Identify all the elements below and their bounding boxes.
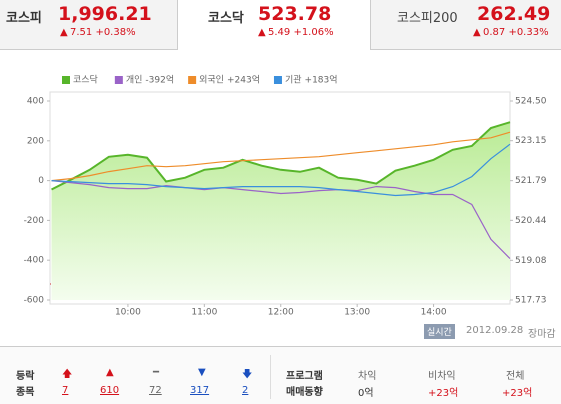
live-badge: 실시간 xyxy=(424,324,455,339)
date: 2012.09.28 xyxy=(466,325,524,336)
breadth-label: 등락 xyxy=(16,371,35,382)
market-state: 장마감 xyxy=(528,329,556,340)
legend-label: 개인 xyxy=(126,75,143,86)
count[interactable]: 610 xyxy=(100,385,120,396)
y-tick-label: -200 xyxy=(24,216,45,226)
program-head: 비차익 xyxy=(428,371,456,382)
area xyxy=(51,122,510,300)
legend-value: +243억 xyxy=(227,74,260,86)
y-tick-label: 400 xyxy=(27,97,44,107)
legend-swatch xyxy=(62,76,70,84)
tab-name: 코스피 xyxy=(6,11,42,26)
legend-label: 외국인 xyxy=(199,74,224,86)
series-line xyxy=(51,131,511,182)
flat-icon: ━ xyxy=(153,367,160,378)
x-tick-label: 12:00 xyxy=(268,308,294,318)
count[interactable]: 317 xyxy=(190,385,210,396)
tab-name: 코스닥 xyxy=(208,11,244,26)
legend-value: +183억 xyxy=(305,74,338,86)
tab-value: 262.49 xyxy=(477,3,551,25)
program-value: +23억 xyxy=(502,388,533,399)
tab-value: 1,996.21 xyxy=(58,3,152,25)
limit-up-icon: 🡅 xyxy=(62,369,73,380)
count[interactable]: 7 xyxy=(62,385,69,396)
legend-value: -392억 xyxy=(145,74,174,86)
y2-tick-label: 523.15 xyxy=(515,136,547,146)
legend-swatch xyxy=(114,76,123,84)
program-value: +23억 xyxy=(428,388,459,399)
series-line xyxy=(51,143,511,197)
series-line xyxy=(51,121,511,191)
y2-tick-label: 521.79 xyxy=(515,176,547,186)
y2-tick-label: 517.73 xyxy=(515,296,547,306)
x-tick-label: 14:00 xyxy=(421,308,447,318)
breadth-label: 종목 xyxy=(16,387,35,398)
legend-swatch xyxy=(188,76,197,84)
series-line xyxy=(51,180,511,260)
count[interactable]: 2 xyxy=(242,385,249,396)
y-tick-label: -600 xyxy=(24,296,45,306)
tab-value: 523.78 xyxy=(258,3,332,25)
program-label: 프로그램 xyxy=(286,371,323,382)
up-icon: ▲ xyxy=(473,27,481,38)
up-icon: ▲ xyxy=(258,27,266,38)
tab-change: 0.87 +0.33% xyxy=(483,27,549,38)
limit-down-icon: 🡇 xyxy=(242,369,253,380)
legend-label: 기관 xyxy=(285,75,302,86)
count[interactable]: 72 xyxy=(149,385,162,396)
tab-change: 5.49 +1.06% xyxy=(268,27,334,38)
program-value: 0억 xyxy=(358,388,374,399)
program-head: 전체 xyxy=(506,371,525,382)
y-tick-label: 0 xyxy=(38,176,44,186)
y-tick-label: -400 xyxy=(24,256,45,266)
x-tick-label: 10:00 xyxy=(115,308,141,318)
tab[interactable]: 코스피 1,996.21 ▲ 7.51 +0.38% xyxy=(0,0,178,50)
y2-tick-label: 520.44 xyxy=(515,216,547,226)
tab-change: 7.51 +0.38% xyxy=(70,27,136,38)
x-tick-label: 11:00 xyxy=(191,308,217,318)
down-icon: ▼ xyxy=(198,367,206,378)
divider xyxy=(270,355,271,399)
summary: 등락 종목 🡅 ▲ ━ ▼ 🡇 7 610 72 317 2 프로그램 매매동향… xyxy=(0,346,561,404)
legend-swatch xyxy=(273,76,282,84)
y2-tick-label: 519.08 xyxy=(515,256,547,266)
x-tick-label: 13:00 xyxy=(344,308,370,318)
program-head: 차익 xyxy=(358,371,377,382)
tab-active[interactable]: 코스닥 523.78 ▲ 5.49 +1.06% xyxy=(178,0,370,50)
up-icon: ▲ xyxy=(106,367,114,378)
legend-label: 코스닥 xyxy=(73,75,98,86)
tab-name: 코스피200 xyxy=(397,11,458,26)
up-icon: ▲ xyxy=(60,27,68,38)
y-tick-label: 200 xyxy=(27,136,44,146)
y2-tick-label: 524.50 xyxy=(515,97,547,107)
program-label: 매매동향 xyxy=(286,387,323,398)
tab[interactable]: 코스피200 262.49 ▲ 0.87 +0.33% xyxy=(370,0,561,50)
